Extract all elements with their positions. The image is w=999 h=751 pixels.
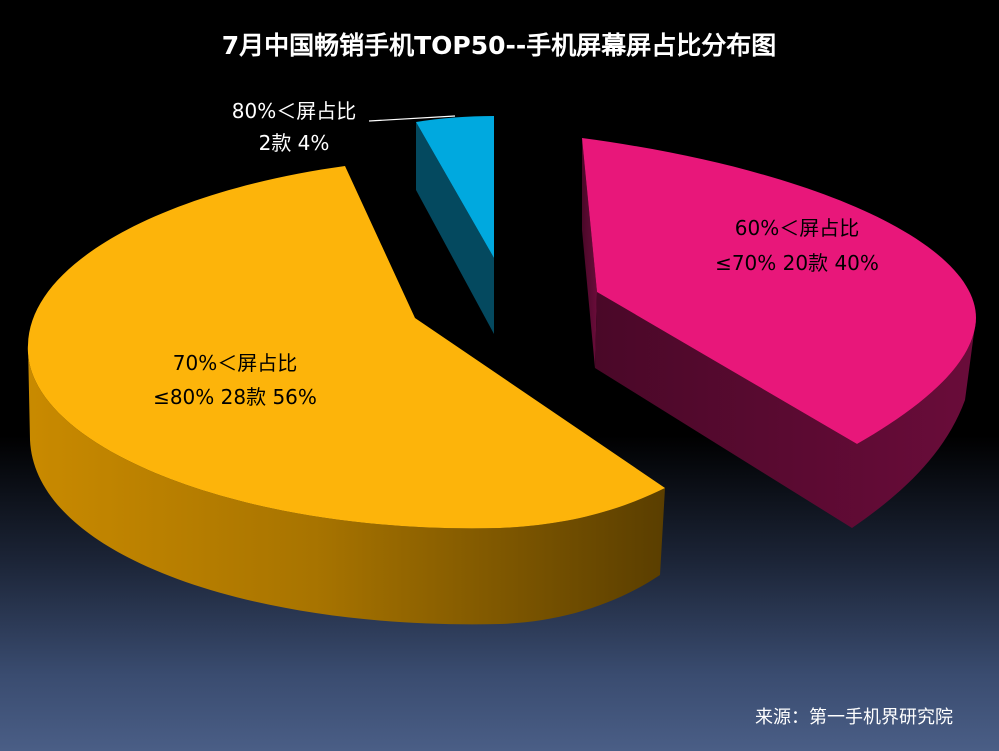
label-blue-line2: 2款 4% bbox=[259, 131, 330, 155]
slice-blue bbox=[416, 116, 494, 334]
label-yellow-line2: ≤80% 28款 56% bbox=[153, 385, 317, 409]
label-pink-line1: 60%＜屏占比 bbox=[735, 216, 859, 240]
slice-pink-side bbox=[582, 138, 597, 368]
chart-title: 7月中国畅销手机TOP50--手机屏幕屏占比分布图 bbox=[222, 31, 777, 60]
slice-yellow-top bbox=[27, 166, 665, 529]
label-yellow-line1: 70%＜屏占比 bbox=[173, 351, 297, 375]
label-pink-line2: ≤70% 20款 40% bbox=[715, 251, 879, 275]
slice-pink bbox=[582, 138, 976, 528]
blue-leader-line bbox=[368, 115, 456, 122]
source-note: 来源：第一手机界研究院 bbox=[755, 707, 953, 728]
slice-pink-side-front bbox=[595, 292, 976, 528]
slice-yellow-side bbox=[27, 345, 665, 625]
slice-blue-side bbox=[416, 122, 494, 334]
slice-blue-top bbox=[416, 116, 494, 258]
slice-yellow bbox=[27, 166, 665, 625]
slice-pink-top bbox=[582, 138, 976, 444]
label-blue-line1: 80%＜屏占比 bbox=[232, 99, 356, 123]
